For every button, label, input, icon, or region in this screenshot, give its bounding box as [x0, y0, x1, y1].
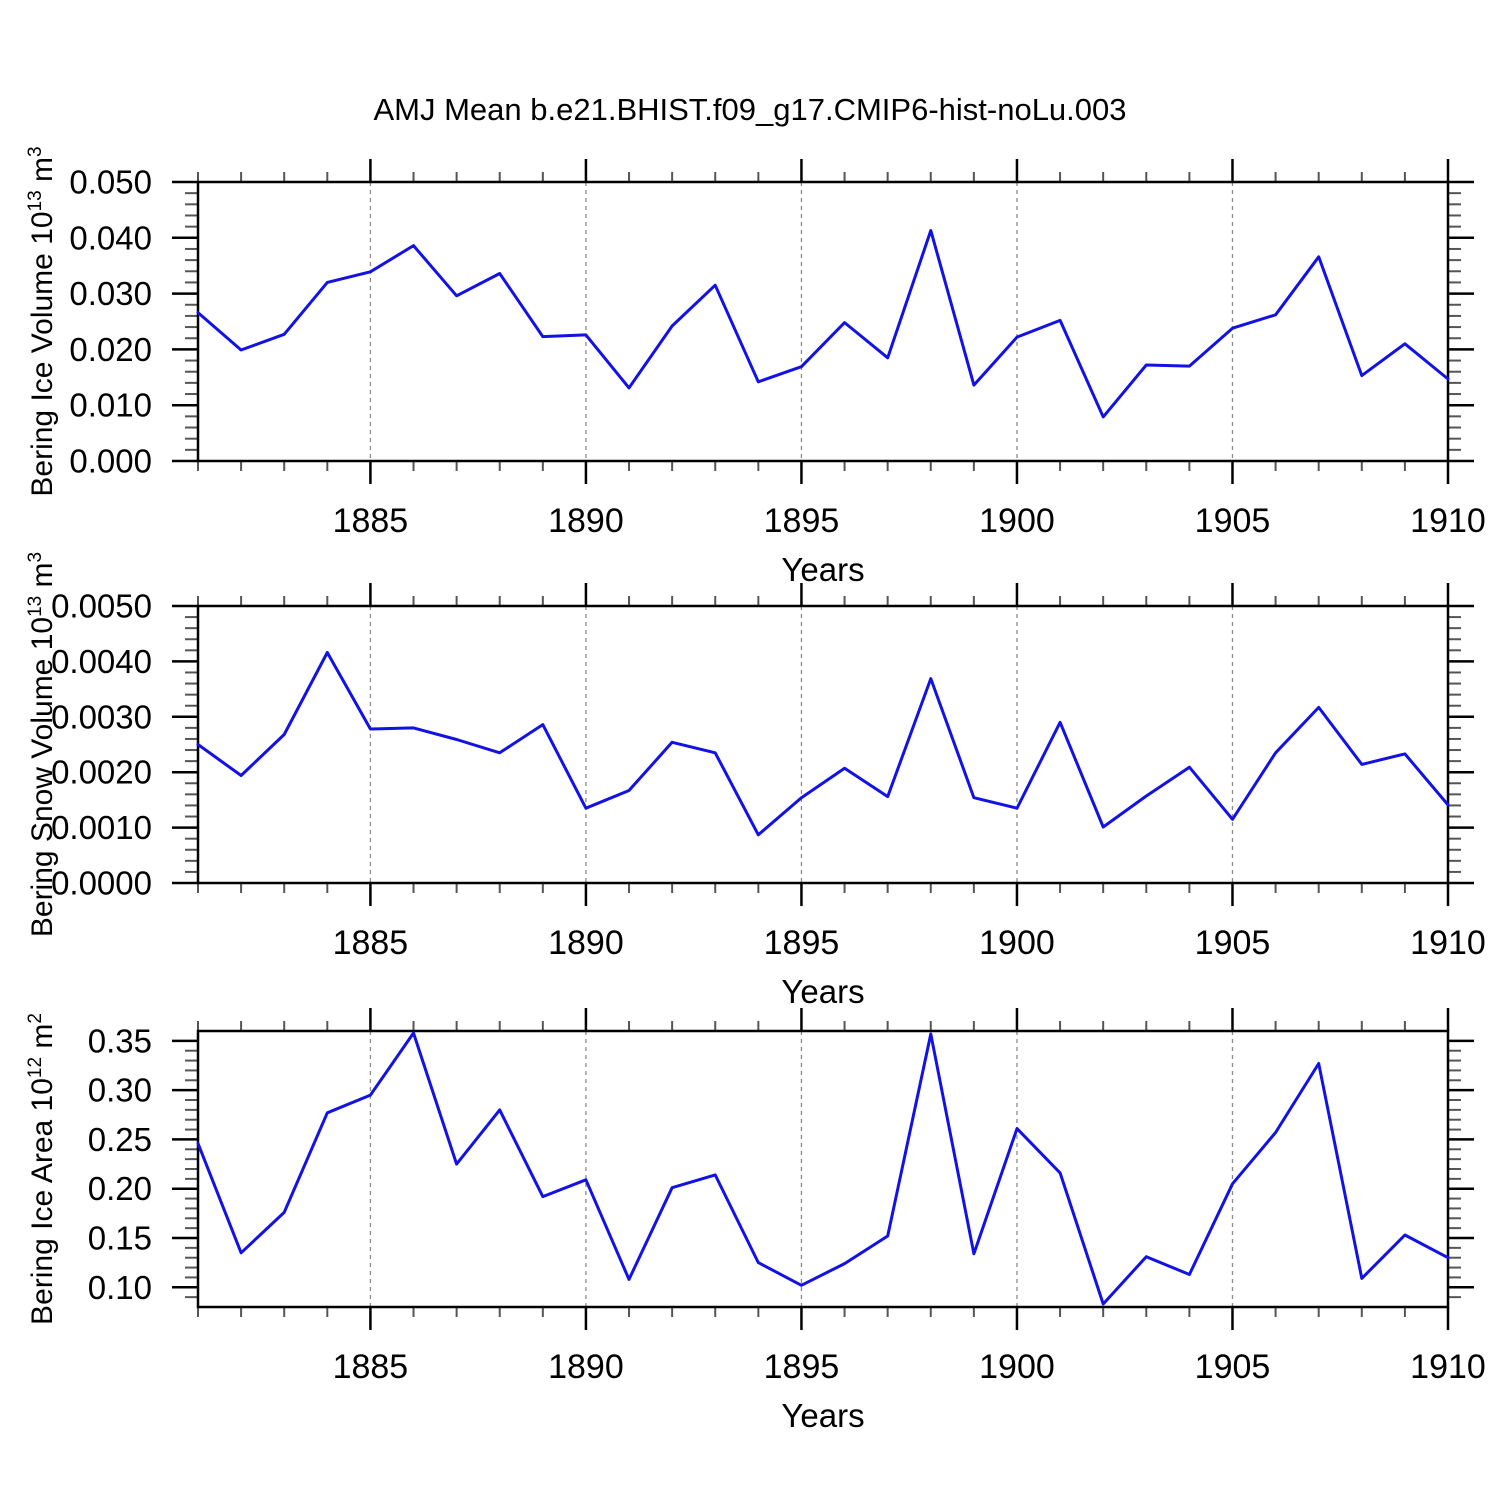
x-tick-label: 1895: [764, 1348, 840, 1386]
y-tick-label: 0.0030: [51, 698, 152, 735]
panel-2-series-line: [196, 651, 1450, 837]
panel-1-ylabel: Bering Ice Volume 1013 m3: [25, 146, 59, 496]
panel-2-x-ticks: [197, 583, 1450, 906]
ylabel-superscript: 3: [25, 146, 46, 157]
plot-title: AMJ Mean b.e21.BHIST.f09_g17.CMIP6-hist-…: [373, 92, 1127, 127]
panel-2-gridlines: [369, 606, 1234, 883]
panel-3: 0.10 0.15 0.20 0.25 0.30 0.35 1885 1890 1895 1900…: [25, 1008, 1486, 1434]
y-tick-label: 0.0040: [51, 643, 152, 680]
panel-1-series-line: [196, 229, 1450, 419]
x-tick-label: 1890: [548, 1348, 624, 1386]
panel-3-y-tick-labels: 0.10 0.15 0.20 0.25 0.30 0.35: [88, 1022, 152, 1305]
y-tick-label: 0.35: [88, 1022, 152, 1059]
x-tick-label: 1905: [1195, 924, 1271, 962]
x-tick-label: 1910: [1410, 502, 1486, 540]
ylabel-superscript: 12: [25, 1057, 46, 1078]
panel-1-y-tick-labels: 0.000 0.010 0.020 0.030 0.040 0.050: [69, 164, 152, 480]
panel-1-xlabel: Years: [781, 551, 864, 588]
x-tick-label: 1890: [548, 924, 624, 962]
panel-1-x-tick-labels: 1885 1890 1895 1900 1905 1910: [333, 502, 1486, 540]
x-tick-label: 1895: [764, 924, 840, 962]
panel-2-y-ticks: [172, 604, 1474, 885]
x-tick-label: 1885: [333, 1348, 409, 1386]
panel-2-ylabel: Bering Snow Volume 1013 m3: [25, 552, 59, 937]
panel-2-xlabel: Years: [781, 973, 864, 1010]
y-tick-label: 0.050: [69, 164, 152, 201]
x-tick-label: 1905: [1195, 1348, 1271, 1386]
panel-3-x-ticks: [197, 1008, 1450, 1330]
y-tick-label: 0.25: [88, 1121, 152, 1158]
panel-3-ylabel: Bering Ice Area 1012 m2: [25, 1013, 59, 1325]
x-tick-label: 1910: [1410, 1348, 1486, 1386]
ylabel-superscript: 13: [25, 596, 46, 617]
y-tick-label: 0.010: [69, 387, 152, 424]
panel-3-xlabel: Years: [781, 1397, 864, 1434]
x-tick-label: 1900: [979, 502, 1055, 540]
y-tick-label: 0.040: [69, 219, 152, 256]
y-tick-label: 0.000: [69, 443, 152, 480]
y-tick-label: 0.0000: [51, 865, 152, 902]
x-tick-label: 1885: [333, 924, 409, 962]
ylabel-superscript: 13: [25, 190, 46, 211]
x-tick-label: 1905: [1195, 502, 1271, 540]
panel-1-x-ticks: [197, 159, 1450, 484]
ylabel-text: m: [26, 562, 59, 595]
panel-1-frame: [196, 180, 1450, 463]
y-tick-label: 0.0020: [51, 754, 152, 791]
ylabel-text: Bering Ice Volume 10: [26, 211, 59, 496]
ylabel-text: Bering Ice Area 10: [26, 1078, 59, 1325]
x-tick-label: 1885: [333, 502, 409, 540]
y-tick-label: 0.30: [88, 1072, 152, 1109]
panel-1-y-ticks: [172, 180, 1474, 463]
panel-3-gridlines: [369, 1031, 1234, 1307]
y-tick-label: 0.0010: [51, 809, 152, 846]
panel-2-frame: [196, 604, 1450, 885]
panel-2: 0.0000 0.0010 0.0020 0.0030 0.0040 0.0050 1885…: [25, 552, 1486, 1010]
panel-3-series-line: [196, 1031, 1450, 1306]
panel-3-y-ticks: [172, 1039, 1474, 1299]
panel-3-frame: [196, 1029, 1450, 1309]
x-tick-label: 1900: [979, 924, 1055, 962]
y-tick-label: 0.0050: [51, 588, 152, 625]
x-tick-label: 1895: [764, 502, 840, 540]
x-tick-label: 1910: [1410, 924, 1486, 962]
ylabel-text: Bering Snow Volume 10: [26, 617, 59, 937]
y-tick-label: 0.10: [88, 1269, 152, 1306]
y-tick-label: 0.030: [69, 275, 152, 312]
ylabel-text: m: [26, 1024, 59, 1057]
x-tick-label: 1890: [548, 502, 624, 540]
y-tick-label: 0.020: [69, 331, 152, 368]
panel-2-y-tick-labels: 0.0000 0.0010 0.0020 0.0030 0.0040 0.0050: [51, 588, 152, 902]
panel-3-x-tick-labels: 1885 1890 1895 1900 1905 1910: [333, 1348, 1486, 1386]
ylabel-text: m: [26, 157, 59, 190]
ylabel-superscript: 2: [25, 1013, 46, 1024]
x-tick-label: 1900: [979, 1348, 1055, 1386]
y-tick-label: 0.15: [88, 1220, 152, 1257]
y-tick-label: 0.20: [88, 1170, 152, 1207]
ylabel-superscript: 3: [25, 552, 46, 563]
panel-2-x-tick-labels: 1885 1890 1895 1900 1905 1910: [333, 924, 1486, 962]
panel-1-gridlines: [369, 182, 1234, 461]
